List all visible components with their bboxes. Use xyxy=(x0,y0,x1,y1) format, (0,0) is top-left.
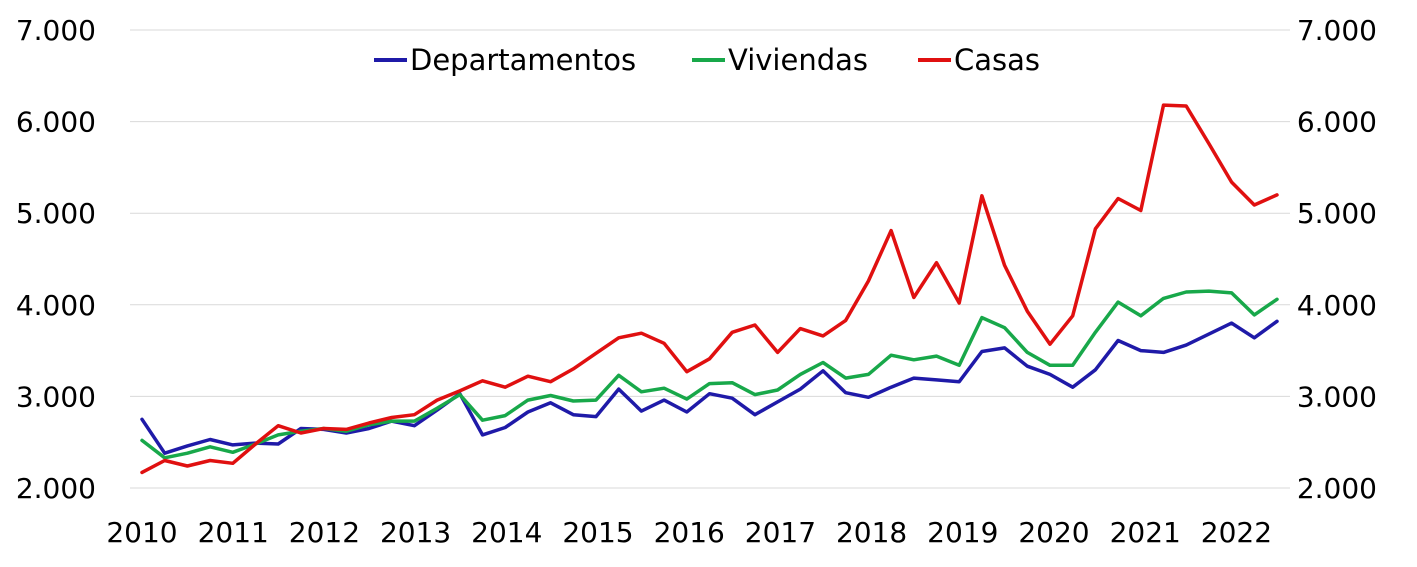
y-tick-right-label: 7.000 xyxy=(1297,14,1377,47)
y-tick-right-label: 3.000 xyxy=(1297,380,1377,413)
x-tick-label: 2014 xyxy=(471,516,542,549)
x-tick-label: 2021 xyxy=(1110,516,1181,549)
y-tick-right-label: 6.000 xyxy=(1297,106,1377,139)
y-tick-right-label: 2.000 xyxy=(1297,472,1377,505)
x-tick-label: 2018 xyxy=(836,516,907,549)
y-axis-right: 2.000 3.000 4.000 5.000 6.000 7.000 xyxy=(1297,14,1377,505)
legend-label-viviendas: Viviendas xyxy=(728,43,868,77)
series-line-departamentos xyxy=(140,319,1279,455)
y-tick-left-label: 7.000 xyxy=(16,14,96,47)
x-tick-label: 2020 xyxy=(1018,516,1089,549)
x-tick-label: 2022 xyxy=(1201,516,1272,549)
x-tick-label: 2019 xyxy=(927,516,998,549)
gridlines xyxy=(130,29,1290,489)
x-tick-label: 2017 xyxy=(745,516,816,549)
y-tick-left-label: 5.000 xyxy=(16,197,96,230)
x-tick-label: 2015 xyxy=(562,516,633,549)
legend-label-casas: Casas xyxy=(954,43,1040,77)
x-tick-label: 2010 xyxy=(106,516,177,549)
legend-label-departamentos: Departamentos xyxy=(410,43,636,77)
y-axis-left: 2.000 3.000 4.000 5.000 6.000 7.000 xyxy=(16,14,96,505)
y-tick-left-label: 2.000 xyxy=(16,472,96,505)
y-tick-right-label: 4.000 xyxy=(1297,289,1377,322)
series-line-casas xyxy=(140,103,1279,475)
legend: Departamentos Viviendas Casas xyxy=(374,43,1040,77)
x-axis: 2010 2011 2012 2013 2014 2015 2016 2017 2018 2019… xyxy=(106,516,1272,549)
x-tick-label: 2013 xyxy=(380,516,451,549)
x-tick-label: 2011 xyxy=(198,516,269,549)
y-tick-left-label: 6.000 xyxy=(16,106,96,139)
y-tick-left-label: 4.000 xyxy=(16,289,96,322)
series-lines xyxy=(140,103,1279,475)
series-line-viviendas xyxy=(140,289,1279,460)
y-tick-left-label: 3.000 xyxy=(16,380,96,413)
x-tick-label: 2016 xyxy=(654,516,725,549)
y-tick-right-label: 5.000 xyxy=(1297,197,1377,230)
x-tick-label: 2012 xyxy=(289,516,360,549)
